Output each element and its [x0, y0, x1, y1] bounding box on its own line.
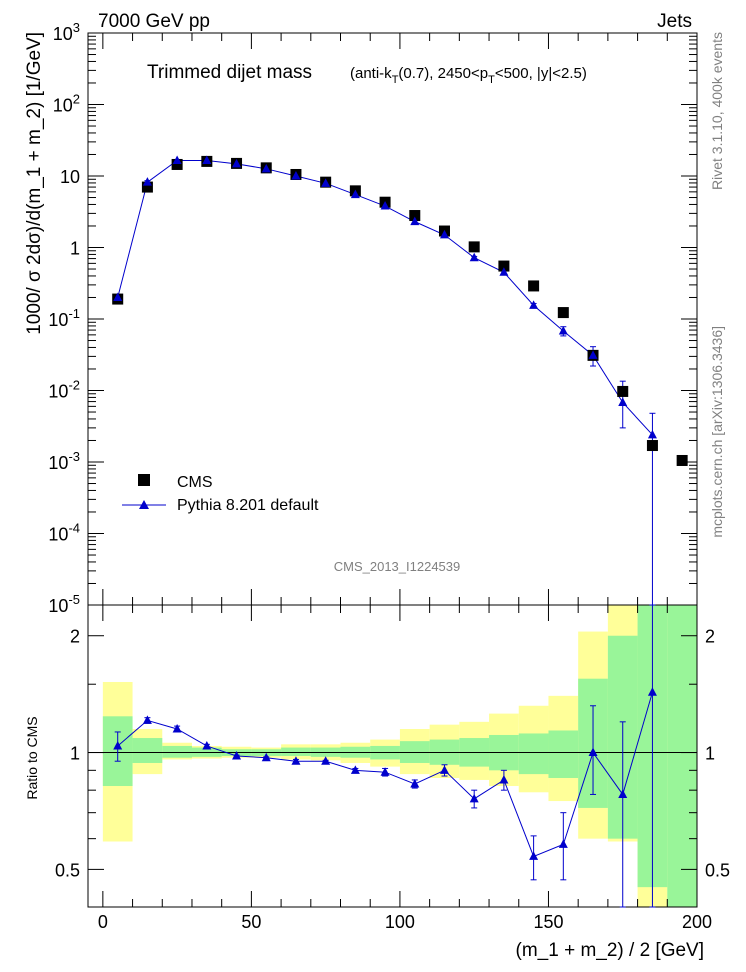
ratio-mc-point	[529, 851, 539, 860]
main-panel-frame	[87, 32, 698, 606]
ratio-band-inner	[162, 745, 192, 758]
ratio-y-tick-label-right: 2	[705, 627, 715, 647]
ratio-mc-point	[202, 740, 212, 750]
ratio-mc-point	[618, 789, 628, 798]
ratio-mc-point	[321, 756, 331, 765]
cms-point	[141, 181, 153, 193]
header-beam: 7000 GeV pp	[98, 11, 210, 32]
main-y-tick-label: 10-4	[48, 521, 80, 545]
mc-point	[202, 155, 212, 164]
ratio-mc-point	[142, 715, 152, 724]
mc-point	[113, 292, 123, 301]
cms-point	[646, 440, 658, 452]
mc-point	[232, 158, 242, 168]
cms-point	[676, 454, 688, 466]
mc-point	[380, 201, 390, 210]
ratio-band-inner	[548, 730, 579, 778]
header-process: Jets	[657, 11, 692, 32]
mc-point	[558, 325, 568, 335]
mc-point	[618, 397, 628, 406]
main-y-tick-label: 10-1	[48, 306, 80, 330]
ratio-mc-point	[172, 724, 182, 733]
ratio-mc-point	[558, 839, 568, 848]
ratio-band-inner	[667, 605, 697, 907]
mc-point	[291, 171, 301, 180]
analysis-watermark: CMS_2013_I1224539	[334, 559, 461, 574]
ratio-band-inner	[518, 733, 549, 775]
mc-point	[499, 267, 509, 276]
main-y-tick-label: 102	[53, 92, 80, 116]
main-y-tick-label: 10-2	[48, 378, 80, 402]
ratio-bands	[102, 605, 697, 907]
x-tick-label: 150	[533, 912, 563, 932]
ratio-y-tick-label-right: 0.5	[705, 860, 730, 880]
ratio-y-tick-label: 2	[70, 627, 80, 647]
ratio-band-inner	[132, 738, 163, 763]
legend-cms-marker	[138, 474, 150, 486]
rivet-version-label: Rivet 3.1.10, 400k events	[709, 32, 725, 190]
plot-cuts: (anti-kT(0.7), 2450<pT<500, |y|<2.5)	[350, 65, 587, 86]
cms-point	[498, 260, 510, 272]
ratio-y-axis-label: Ratio to CMS	[24, 716, 40, 799]
cms-point	[409, 210, 421, 222]
x-tick-label: 200	[682, 912, 712, 932]
cms-point	[557, 307, 569, 319]
ratio-band-inner	[281, 747, 311, 756]
x-tick-label: 100	[385, 912, 415, 932]
mc-point	[410, 216, 420, 226]
ratio-y-tick-label: 0.5	[55, 860, 80, 880]
ratio-panel-frame	[87, 604, 698, 908]
x-axis-label: (m_1 + m_2) / 2 [GeV]	[516, 940, 705, 961]
cms-point	[468, 241, 480, 253]
main-y-tick-label: 10-5	[48, 592, 80, 616]
ratio-data	[113, 604, 657, 908]
cms-point	[617, 385, 629, 397]
mcplots-label: mcplots.cern.ch [arXiv:1306.3436]	[709, 326, 725, 538]
mc-point	[142, 177, 152, 186]
ratio-mc-point	[499, 774, 509, 784]
mc-point	[588, 350, 598, 359]
main-y-tick-label: 103	[53, 20, 80, 44]
cms-point	[528, 280, 540, 292]
legend-cms-label: CMS	[177, 474, 213, 491]
ratio-y-tick-label: 1	[70, 744, 80, 764]
main-y-axis-label: 1000/ σ 2dσ)/d(m_1 + m_2) [1/GeV]	[24, 32, 45, 335]
mc-point	[350, 189, 360, 199]
mc-point	[439, 229, 449, 239]
legend-mc-label: Pythia 8.201 default	[177, 497, 319, 514]
main-data	[112, 155, 688, 606]
cms-point	[171, 158, 183, 170]
ratio-mc-point	[350, 765, 360, 774]
ratio-y-tick-label-right: 1	[705, 744, 715, 764]
mc-point	[647, 429, 657, 439]
ratio-mc-point	[439, 765, 449, 774]
main-y-tick-label: 1	[70, 239, 80, 259]
x-tick-label: 0	[98, 912, 108, 932]
main-y-tick-label: 10-3	[48, 449, 80, 473]
ratio-mc-point	[647, 687, 657, 696]
mc-point	[172, 155, 182, 164]
ratio-mc-point	[261, 752, 271, 762]
ratio-mc-point	[291, 756, 301, 765]
mc-point	[469, 252, 479, 262]
mc-point	[261, 163, 271, 173]
ratio-mc-point	[113, 740, 123, 750]
plot-title: Trimmed dijet mass	[147, 62, 312, 83]
x-tick-label: 50	[241, 912, 261, 932]
mc-point	[321, 178, 331, 187]
legend-mc-marker	[139, 500, 149, 509]
mc-point	[529, 300, 539, 309]
main-axes: 10-5 10-4 10-3 10-2 10-1 1 10 102 103	[48, 20, 698, 616]
ratio-mc-point	[380, 767, 390, 776]
main-y-tick-label: 10	[60, 167, 80, 187]
ratio-mc-point	[469, 793, 479, 803]
ratio-mc-point	[410, 778, 420, 788]
ratio-axes: 0.5 0.5 1 1 2 2 0 50 100 150 200	[55, 605, 730, 932]
ratio-mc-point	[232, 750, 242, 760]
ratio-mc-point	[588, 747, 598, 757]
